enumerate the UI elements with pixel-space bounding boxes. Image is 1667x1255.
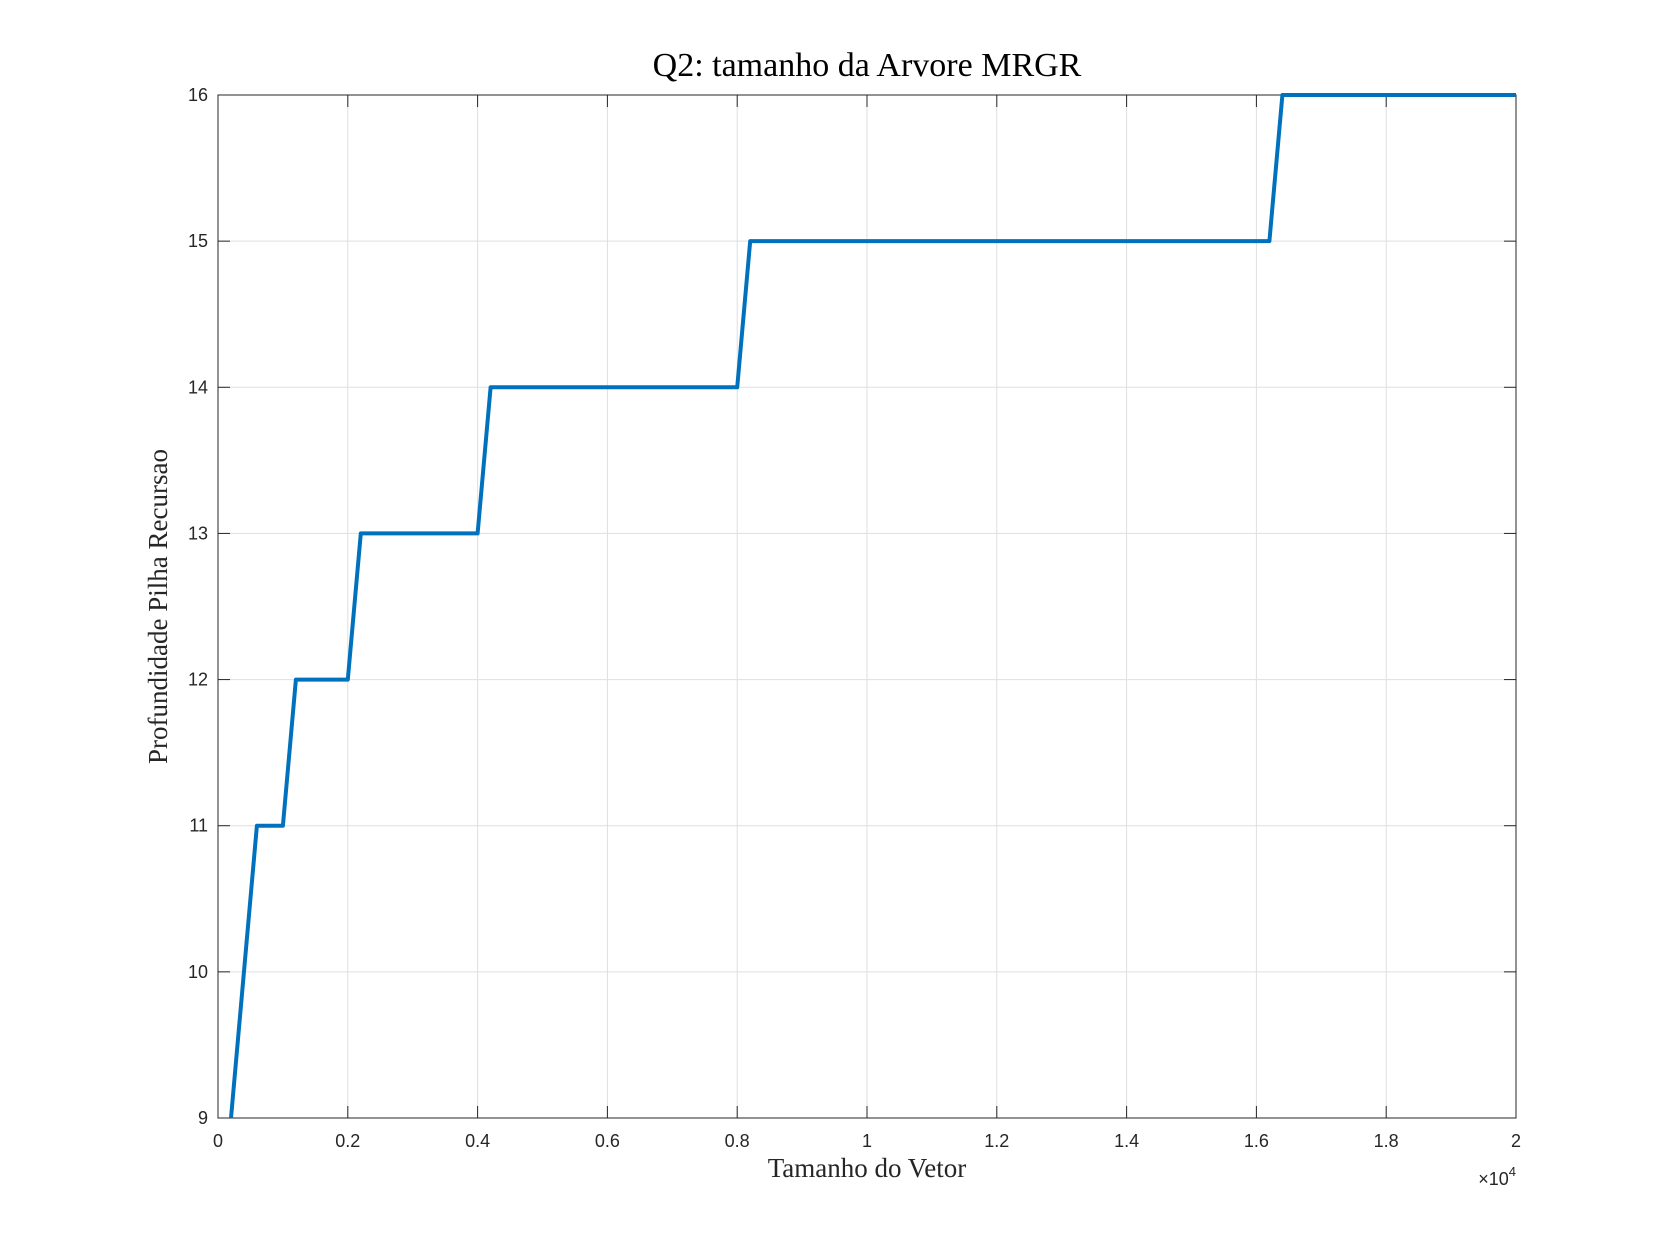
x-tick-label: 0.8 bbox=[725, 1131, 750, 1151]
x-axis-exponent-base: ×10 bbox=[1478, 1169, 1509, 1189]
axis-ticks: 0 0.2 0.4 0.6 0.8 1 1.2 1.4 1.6 1.8 2 9 10 11 12 13 14 15… bbox=[188, 85, 1521, 1151]
grid bbox=[218, 95, 1516, 1118]
x-tick-label: 1.4 bbox=[1114, 1131, 1139, 1151]
x-axis-exponent: ×104 bbox=[1478, 1164, 1516, 1189]
x-tick-label: 0.4 bbox=[465, 1131, 490, 1151]
y-tick-label: 12 bbox=[188, 670, 208, 690]
x-tick-label: 1.2 bbox=[984, 1131, 1009, 1151]
chart-title: Q2: tamanho da Arvore MRGR bbox=[653, 47, 1082, 84]
y-tick-label: 13 bbox=[188, 523, 208, 543]
x-tick-label: 0.2 bbox=[335, 1131, 360, 1151]
x-tick-label: 0 bbox=[213, 1131, 223, 1151]
y-tick-label: 10 bbox=[188, 962, 208, 982]
x-axis-label: Tamanho do Vetor bbox=[768, 1153, 967, 1183]
y-tick-label: 15 bbox=[188, 231, 208, 251]
y-axis-label: Profundidade Pilha Recursao bbox=[143, 449, 173, 764]
y-tick-label: 14 bbox=[188, 377, 208, 397]
series-layer bbox=[229, 93, 1516, 1119]
series-line bbox=[229, 93, 1516, 1119]
x-axis-exponent-power: 4 bbox=[1509, 1164, 1516, 1179]
x-tick-label: 1 bbox=[862, 1131, 872, 1151]
y-tick-label: 9 bbox=[198, 1108, 208, 1128]
x-tick-label: 1.6 bbox=[1244, 1131, 1269, 1151]
y-tick-label: 11 bbox=[189, 816, 208, 836]
y-tick-label: 16 bbox=[188, 85, 208, 105]
x-tick-label: 2 bbox=[1511, 1131, 1521, 1151]
x-tick-label: 1.8 bbox=[1374, 1131, 1399, 1151]
x-tick-label: 0.6 bbox=[595, 1131, 620, 1151]
